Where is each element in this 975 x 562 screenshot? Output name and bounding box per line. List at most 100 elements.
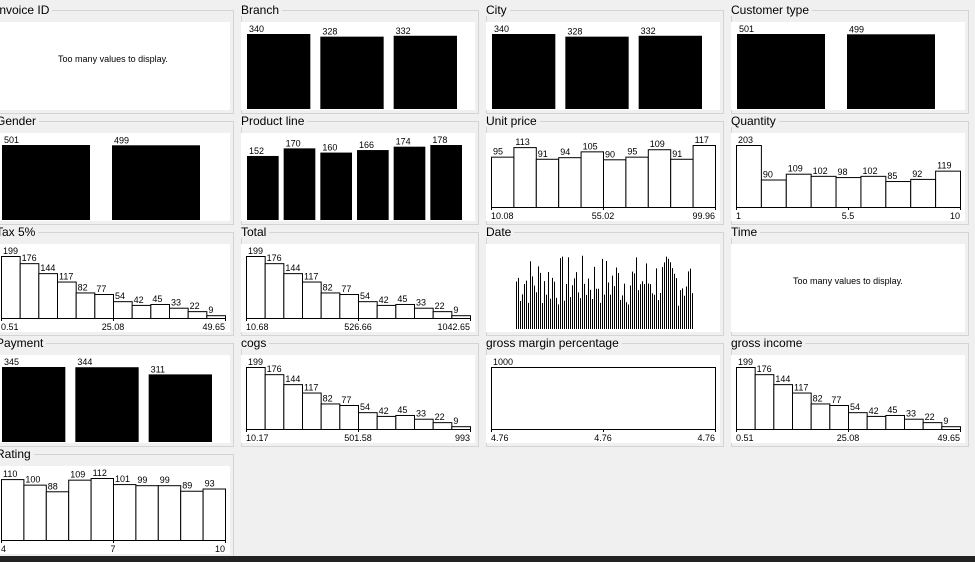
histogram-bin xyxy=(38,273,58,320)
bar xyxy=(847,34,935,109)
histogram-bin xyxy=(57,281,77,319)
bin-count-label: 93 xyxy=(205,479,215,489)
bar xyxy=(247,155,279,220)
histogram-bin xyxy=(754,374,775,430)
histogram-bin xyxy=(23,484,47,541)
histogram-bin xyxy=(1,256,21,319)
bin-count-label: 45 xyxy=(397,294,407,304)
histogram-bin xyxy=(414,307,434,319)
chart-svg: 1000 4.76 4.76 4.76 xyxy=(491,357,716,443)
histogram-bin xyxy=(246,256,266,319)
bar xyxy=(112,145,200,220)
panel-date: Date xyxy=(486,226,724,336)
bin-count-label: 117 xyxy=(695,135,709,145)
bin-count-label: 77 xyxy=(341,284,351,294)
bin-count-label: 77 xyxy=(831,395,841,405)
bin-count-label: 176 xyxy=(267,364,282,374)
chart-svg: 110 100 88 109 112 101 99 99 89 93 4 7 10 xyxy=(1,468,227,554)
panel-title: Tax 5% xyxy=(0,226,39,238)
panel-time: Time Too many values to display. xyxy=(731,226,969,336)
chart-svg xyxy=(516,255,693,329)
histogram-bin xyxy=(395,303,415,320)
bin-count-label: 42 xyxy=(379,295,389,305)
bin-count-label: 42 xyxy=(869,406,879,416)
panel-payment: Payment 345 344 311 xyxy=(0,337,234,447)
histogram-bin xyxy=(491,156,515,208)
histogram-bin xyxy=(180,490,204,541)
panel-title: Payment xyxy=(0,337,47,349)
panel-title: gross income xyxy=(731,337,806,349)
bin-count-label: 77 xyxy=(341,395,351,405)
histogram-bin xyxy=(358,412,378,431)
panel-title: Date xyxy=(486,226,515,238)
bin-count-label: 88 xyxy=(48,481,58,491)
too-many-values-message: Too many values to display. xyxy=(58,54,168,64)
bin-count-label: 9 xyxy=(208,305,213,315)
bin-count-label: 54 xyxy=(360,402,370,412)
panel-title: Quantity xyxy=(731,115,779,127)
x-tick-label: 49.65 xyxy=(937,433,960,443)
bar-label: 340 xyxy=(494,24,509,34)
panel-quantity: Quantity 203 90 109 102 98 102 85 92 119 1 5.5 10 xyxy=(731,115,969,225)
histogram-bin xyxy=(246,367,266,430)
histogram-bin xyxy=(866,415,887,431)
panel-customer-type: Customer type 501 499 xyxy=(731,4,969,114)
x-tick-label: 4.76 xyxy=(491,433,509,443)
x-tick-label: 0.51 xyxy=(736,433,754,443)
bar xyxy=(565,36,629,109)
histogram-bin xyxy=(131,304,152,320)
bar-label: 311 xyxy=(151,364,165,374)
bar-label: 152 xyxy=(249,146,264,156)
histogram-bin xyxy=(935,170,962,208)
histogram-bin xyxy=(736,367,756,430)
bin-count-label: 82 xyxy=(813,393,823,403)
bin-count-label: 22 xyxy=(435,301,445,311)
bin-count-label: 100 xyxy=(25,475,40,485)
panel-title: City xyxy=(486,4,510,16)
histogram-bin xyxy=(603,159,627,208)
bin-count-label: 176 xyxy=(267,253,282,263)
bin-count-label: 95 xyxy=(493,147,503,157)
bin-count-label: 1000 xyxy=(493,357,513,367)
bin-count-label: 113 xyxy=(515,137,529,147)
histogram-bin xyxy=(432,311,453,320)
bin-count-label: 54 xyxy=(850,402,860,412)
histogram-bin xyxy=(835,177,862,208)
histogram-bin xyxy=(848,412,868,431)
histogram-bin xyxy=(264,263,285,319)
bin-count-label: 45 xyxy=(887,405,897,415)
bin-count-label: 45 xyxy=(397,405,407,415)
histogram-bin xyxy=(169,307,189,319)
bar-label: 340 xyxy=(249,24,264,34)
bin-count-label: 9 xyxy=(453,305,458,315)
bin-count-label: 203 xyxy=(738,135,753,145)
panel-title: Product line xyxy=(241,115,308,127)
bin-count-label: 109 xyxy=(788,164,803,174)
histogram-bin xyxy=(113,301,133,320)
x-tick-label: 5.5 xyxy=(842,211,855,221)
panel-title: Rating xyxy=(0,448,34,460)
plot-area xyxy=(0,22,230,110)
chart-svg: 345 344 311 xyxy=(2,357,212,442)
chart-svg: 501 499 xyxy=(2,135,200,220)
x-tick-label: 4.76 xyxy=(697,433,715,443)
bin-count-label: 99 xyxy=(137,475,147,485)
bin-count-label: 45 xyxy=(152,294,162,304)
histogram-bin xyxy=(792,392,812,430)
histogram-bin xyxy=(45,491,70,542)
bar-label: 344 xyxy=(77,357,92,367)
bar xyxy=(393,146,426,220)
bin-count-label: 42 xyxy=(134,295,144,305)
bar xyxy=(247,34,311,109)
plot-area xyxy=(731,244,965,332)
histogram-bin xyxy=(19,263,40,319)
bin-count-label: 144 xyxy=(285,374,300,384)
x-tick-label: 99.96 xyxy=(692,211,715,221)
histogram-bin xyxy=(904,418,924,430)
bin-count-label: 199 xyxy=(248,246,263,256)
bin-count-label: 89 xyxy=(182,481,192,491)
bar-label: 332 xyxy=(641,26,656,36)
